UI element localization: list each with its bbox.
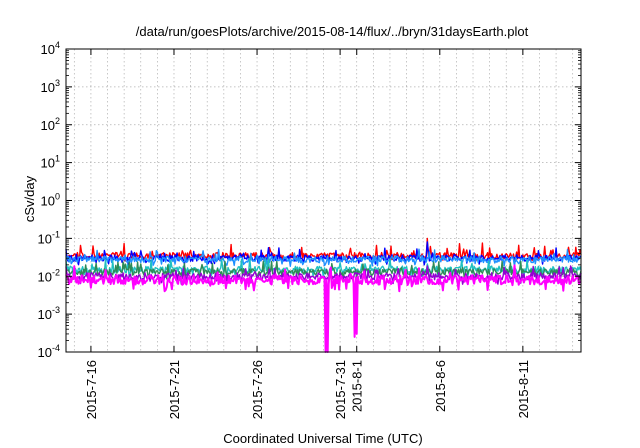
x-tick-label: 2015-7-16 xyxy=(84,360,99,419)
x-tick-label: 2015-8-11 xyxy=(516,360,531,418)
y-tick-label: 10-3 xyxy=(38,305,60,322)
y-tick-label: 10-4 xyxy=(38,343,60,360)
y-tick-label: 103 xyxy=(41,78,60,95)
x-tick-labels: 2015-7-16 2015-7-21 2015-7-26 2015-7-31 2015… xyxy=(84,360,531,419)
x-tick-label: 2015-7-21 xyxy=(167,360,182,419)
y-tick-label: 101 xyxy=(41,154,60,171)
plot-frame xyxy=(65,48,582,353)
series-line xyxy=(65,248,582,267)
y-tick-label: 10-2 xyxy=(38,267,60,284)
series-line xyxy=(65,264,582,353)
y-tick-label: 10-1 xyxy=(38,229,60,246)
x-axis-label: Coordinated Universal Time (UTC) xyxy=(223,431,422,446)
x-tick-label: 2015-7-26 xyxy=(250,360,265,419)
chart-title: /data/run/goesPlots/archive/2015-08-14/f… xyxy=(136,24,529,39)
series-line xyxy=(65,260,582,281)
series-group xyxy=(65,237,582,353)
x-tick-label: 2015-8-1 xyxy=(350,360,365,412)
y-tick-label: 104 xyxy=(41,40,60,57)
grid-lines xyxy=(66,48,581,353)
y-tick-labels: 10-4 10-3 10-2 10-1 100 101 102 103 104 xyxy=(38,40,60,360)
x-tick-label: 2015-8-6 xyxy=(433,360,448,412)
x-tick-label: 2015-7-31 xyxy=(333,360,348,419)
y-axis-label: cSv/day xyxy=(22,175,37,222)
y-tick-label: 102 xyxy=(41,116,60,133)
y-tick-label: 100 xyxy=(41,192,60,209)
axes xyxy=(65,48,582,353)
